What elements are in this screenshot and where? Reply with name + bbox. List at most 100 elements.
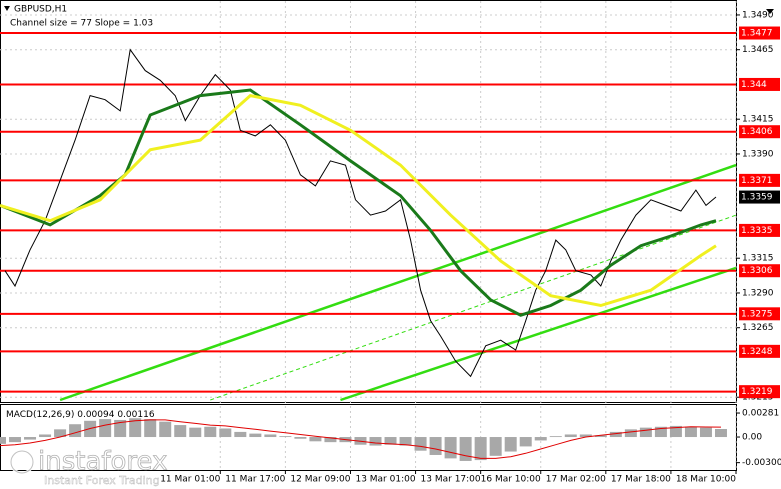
x-tick-label: 13 Mar 17:00 — [421, 475, 481, 485]
macd-value: 0.00094 — [77, 410, 114, 420]
level-label-box — [739, 26, 780, 40]
tagline: Instant Forex Trading — [44, 474, 160, 487]
macd-bar — [474, 437, 487, 461]
macd-bar — [444, 437, 457, 459]
y-tick-label: 1.3265 — [742, 323, 774, 333]
moving-average — [0, 93, 717, 308]
y-tick-label: 1.3315 — [742, 254, 774, 264]
macd-bar — [219, 428, 232, 438]
macd-bar — [549, 436, 562, 438]
macd-bar — [414, 437, 427, 451]
x-tick-label: 11 Mar 01:00 — [160, 475, 220, 485]
macd-bar — [264, 434, 277, 438]
macd-bar — [579, 434, 592, 438]
macd-bar — [294, 437, 307, 439]
macd-bar — [249, 433, 262, 438]
level-label: 1.3335 — [741, 226, 773, 236]
level-label: 1.3219 — [741, 387, 773, 397]
macd-bar — [519, 437, 532, 447]
macd-bar — [234, 431, 247, 438]
macd-legend: MACD(12,26,9) 0.00094 0.00116 — [6, 410, 155, 420]
signal-value: 0.00116 — [117, 410, 154, 420]
level-label: 1.3248 — [741, 347, 773, 357]
macd-bar — [639, 427, 652, 438]
level-label-box — [739, 77, 780, 91]
level-label: 1.3306 — [741, 266, 773, 276]
y-tick-label: 1.3390 — [742, 149, 774, 159]
macd-label: MACD(12,26,9) — [6, 410, 74, 420]
price-line — [4, 48, 717, 378]
macd-bar — [684, 426, 697, 438]
level-label-box — [739, 385, 780, 399]
macd-bar — [54, 429, 67, 438]
macd-bar — [0, 437, 6, 444]
y-tick-label: 1.3465 — [742, 45, 774, 55]
macd-bar — [69, 424, 82, 438]
chart-subtitle: Channel size = 77 Slope = 1.03 — [10, 19, 153, 29]
macd-bar — [594, 435, 607, 438]
y-tick-label: 1.3490 — [742, 10, 774, 20]
macd-bar — [39, 434, 52, 438]
y-tick-label: 1.3290 — [742, 288, 774, 298]
current-price-label: 1.3359 — [741, 193, 773, 203]
macd-bar — [189, 427, 202, 438]
brand: instaforex — [38, 447, 167, 477]
macd-bar — [324, 437, 337, 443]
level-label: 1.3477 — [741, 29, 773, 39]
level-label: 1.3371 — [741, 176, 773, 186]
level-label-box — [739, 223, 780, 237]
signal-line — [0, 419, 722, 459]
x-tick-label: 16 Mar 10:00 — [481, 475, 541, 485]
x-tick-label: 17 Mar 18:00 — [611, 475, 671, 485]
macd-bar — [699, 427, 712, 438]
macd-bar — [564, 434, 577, 438]
level-label: 1.3406 — [741, 127, 773, 137]
macd-bar — [534, 437, 547, 441]
macd-bar — [279, 436, 292, 438]
x-tick-label: 17 Mar 02:00 — [546, 475, 606, 485]
macd-bar — [204, 426, 217, 438]
level-label-box — [739, 264, 780, 278]
macd-bar — [399, 437, 412, 446]
level-label-box — [739, 307, 780, 321]
panel-menu-icon[interactable] — [766, 9, 774, 14]
macd-bar — [144, 419, 157, 438]
level-label: 1.3275 — [741, 309, 773, 319]
y-tick-label: -0.00300 — [742, 458, 781, 468]
level-label-box — [739, 125, 780, 139]
macd-bar — [429, 437, 442, 455]
level-label-box — [739, 173, 780, 187]
macd-bar — [654, 426, 667, 438]
macd-bar — [714, 429, 727, 438]
y-tick-label: 1.3415 — [742, 115, 774, 125]
macd-bar — [24, 437, 37, 440]
macd-bar — [114, 419, 127, 438]
trendline — [59, 163, 737, 402]
macd-bar — [99, 419, 112, 438]
overlay-layer: GBPUSD,H1 Channel size = 77 Slope = 1.03… — [4, 5, 774, 487]
macd-bar — [159, 421, 172, 438]
moving-average — [0, 88, 717, 317]
macd-bar — [369, 437, 382, 446]
y-tick-label: 0.00281 — [742, 409, 779, 419]
watermark: instaforex Instant Forex Trading — [9, 446, 168, 487]
logo-icon-outline — [10, 450, 34, 474]
x-tick-label: 18 Mar 10:00 — [676, 475, 736, 485]
macd-bar — [309, 437, 322, 442]
trendline — [340, 266, 737, 402]
current-price-box — [739, 190, 780, 204]
chart-title: GBPUSD,H1 — [14, 5, 67, 15]
macd-bar — [384, 437, 397, 445]
macd-bar — [129, 418, 142, 438]
x-tick-label: 12 Mar 09:00 — [290, 475, 350, 485]
trendline — [210, 214, 737, 401]
macd-bar — [609, 431, 622, 438]
x-tick-label: 11 Mar 17:00 — [225, 475, 285, 485]
level-label: 1.344 — [741, 80, 767, 90]
level-label-box — [739, 344, 780, 358]
macd-bar — [489, 437, 502, 456]
symbol-menu-icon — [4, 6, 10, 11]
macd-bar — [669, 425, 682, 438]
